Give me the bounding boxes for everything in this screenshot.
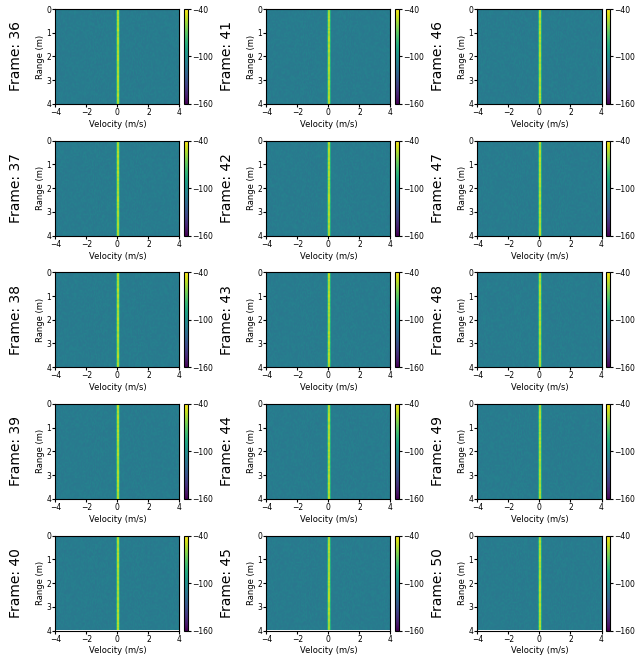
Y-axis label: Range (m): Range (m) [458,166,467,210]
X-axis label: Velocity (m/s): Velocity (m/s) [511,383,568,392]
X-axis label: Velocity (m/s): Velocity (m/s) [511,646,568,656]
Y-axis label: Range (m): Range (m) [36,166,45,210]
Y-axis label: Range (m): Range (m) [458,561,467,605]
X-axis label: Velocity (m/s): Velocity (m/s) [511,252,568,260]
X-axis label: Velocity (m/s): Velocity (m/s) [88,646,146,656]
Y-axis label: Range (m): Range (m) [36,34,45,79]
Y-axis label: Range (m): Range (m) [247,166,256,210]
Y-axis label: Range (m): Range (m) [247,34,256,79]
Y-axis label: Range (m): Range (m) [458,430,467,473]
X-axis label: Velocity (m/s): Velocity (m/s) [88,252,146,260]
Text: Frame: 47: Frame: 47 [431,153,445,223]
X-axis label: Velocity (m/s): Velocity (m/s) [88,120,146,129]
Y-axis label: Range (m): Range (m) [36,430,45,473]
Text: Frame: 44: Frame: 44 [220,416,234,486]
X-axis label: Velocity (m/s): Velocity (m/s) [300,383,357,392]
Text: Frame: 37: Frame: 37 [8,153,22,223]
Y-axis label: Range (m): Range (m) [247,430,256,473]
X-axis label: Velocity (m/s): Velocity (m/s) [300,646,357,656]
Text: Frame: 48: Frame: 48 [431,285,445,355]
Text: Frame: 39: Frame: 39 [8,416,22,486]
X-axis label: Velocity (m/s): Velocity (m/s) [511,120,568,129]
Y-axis label: Range (m): Range (m) [36,561,45,605]
Text: Frame: 46: Frame: 46 [431,22,445,91]
Y-axis label: Range (m): Range (m) [458,34,467,79]
Text: Frame: 38: Frame: 38 [8,285,22,355]
Text: Frame: 50: Frame: 50 [431,548,445,618]
Y-axis label: Range (m): Range (m) [458,297,467,342]
X-axis label: Velocity (m/s): Velocity (m/s) [511,515,568,524]
X-axis label: Velocity (m/s): Velocity (m/s) [88,383,146,392]
Text: Frame: 43: Frame: 43 [220,285,234,355]
X-axis label: Velocity (m/s): Velocity (m/s) [300,120,357,129]
X-axis label: Velocity (m/s): Velocity (m/s) [88,515,146,524]
X-axis label: Velocity (m/s): Velocity (m/s) [300,515,357,524]
Y-axis label: Range (m): Range (m) [247,561,256,605]
Text: Frame: 41: Frame: 41 [220,22,234,91]
X-axis label: Velocity (m/s): Velocity (m/s) [300,252,357,260]
Text: Frame: 45: Frame: 45 [220,548,234,618]
Y-axis label: Range (m): Range (m) [36,297,45,342]
Text: Frame: 49: Frame: 49 [431,416,445,486]
Text: Frame: 40: Frame: 40 [8,548,22,618]
Y-axis label: Range (m): Range (m) [247,297,256,342]
Text: Frame: 42: Frame: 42 [220,153,234,223]
Text: Frame: 36: Frame: 36 [8,22,22,91]
